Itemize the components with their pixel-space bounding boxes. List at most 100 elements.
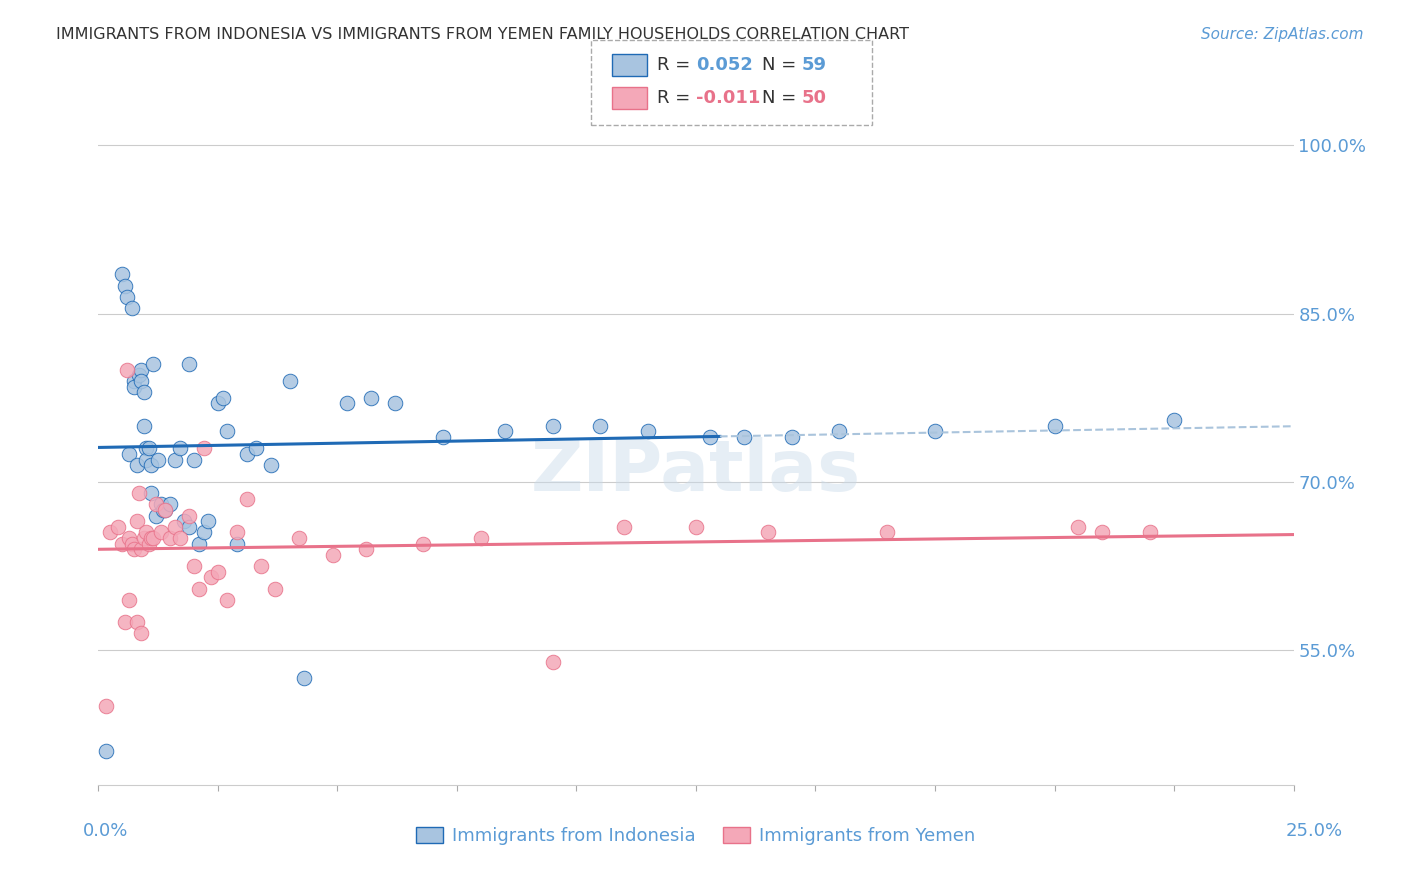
Point (733, 430, 755, 444)
Point (235, 491, 257, 506)
Point (179, 357, 201, 371)
Point (149, 525, 172, 540)
Point (226, 537, 249, 551)
Point (432, 430, 454, 444)
Text: R =: R = (657, 89, 696, 107)
Point (145, 497, 167, 511)
Point (125, 514, 148, 528)
Point (124, 542, 146, 557)
Point (217, 592, 239, 607)
Point (107, 520, 129, 534)
Point (183, 452, 205, 467)
Point (124, 374, 146, 388)
Point (193, 525, 215, 540)
Text: IMMIGRANTS FROM INDONESIA VS IMMIGRANTS FROM YEMEN FAMILY HOUSEHOLDS CORRELATION: IMMIGRANTS FROM INDONESIA VS IMMIGRANTS … (56, 27, 910, 42)
Point (138, 537, 160, 551)
Point (780, 430, 803, 444)
Point (118, 447, 141, 461)
Point (183, 559, 205, 574)
Point (245, 442, 267, 456)
Point (132, 385, 155, 400)
Point (470, 531, 492, 545)
Point (292, 671, 315, 685)
Point (637, 425, 659, 439)
Point (94, 744, 117, 758)
Point (756, 525, 779, 540)
Point (1163, 413, 1185, 427)
Text: N =: N = (762, 89, 801, 107)
Point (278, 374, 301, 388)
Point (111, 268, 134, 282)
Point (179, 508, 201, 523)
Point (589, 418, 612, 433)
Point (135, 442, 157, 456)
Point (115, 290, 138, 304)
Point (125, 615, 148, 630)
Point (613, 520, 636, 534)
Point (131, 363, 153, 377)
Text: N =: N = (762, 56, 801, 74)
Point (114, 615, 136, 630)
Point (132, 418, 155, 433)
Text: R =: R = (657, 56, 696, 74)
Point (288, 531, 311, 545)
Point (207, 565, 229, 579)
Legend: Immigrants from Indonesia, Immigrants from Yemen: Immigrants from Indonesia, Immigrants fr… (409, 820, 983, 853)
Text: 0.052: 0.052 (696, 56, 752, 74)
Point (148, 452, 170, 467)
Point (111, 537, 134, 551)
Point (1091, 525, 1114, 540)
Point (152, 503, 174, 517)
Point (125, 458, 148, 472)
Point (828, 425, 851, 439)
Text: 25.0%: 25.0% (1286, 822, 1343, 840)
Point (98, 525, 122, 540)
Point (354, 542, 377, 557)
Point (173, 514, 195, 528)
Point (876, 525, 898, 540)
Point (193, 442, 215, 456)
Point (132, 531, 155, 545)
Point (139, 531, 162, 545)
Point (124, 379, 146, 393)
Point (139, 486, 162, 500)
Point (131, 374, 153, 388)
Point (169, 531, 191, 545)
Point (207, 396, 229, 410)
Point (163, 452, 186, 467)
Point (541, 418, 564, 433)
Point (139, 458, 162, 472)
Point (118, 592, 141, 607)
Point (494, 425, 516, 439)
Point (169, 442, 191, 456)
Text: 0.0%: 0.0% (83, 822, 128, 840)
Point (121, 301, 143, 315)
Point (541, 655, 564, 669)
Point (217, 425, 239, 439)
Point (145, 508, 167, 523)
Point (121, 537, 143, 551)
Point (264, 582, 287, 596)
Point (360, 391, 382, 405)
Point (114, 278, 136, 293)
Point (118, 531, 141, 545)
Point (1043, 418, 1066, 433)
Point (115, 363, 138, 377)
Point (155, 503, 177, 517)
Point (250, 559, 273, 574)
Point (155, 503, 177, 517)
Point (197, 514, 219, 528)
Point (187, 582, 209, 596)
Point (131, 542, 153, 557)
Point (1139, 525, 1161, 540)
Point (128, 486, 150, 500)
Point (163, 520, 186, 534)
Text: 59: 59 (801, 56, 827, 74)
Point (135, 525, 157, 540)
Point (322, 548, 344, 562)
Point (259, 458, 281, 472)
Point (131, 626, 153, 640)
Point (94, 699, 117, 714)
Point (179, 520, 201, 534)
Point (159, 531, 181, 545)
